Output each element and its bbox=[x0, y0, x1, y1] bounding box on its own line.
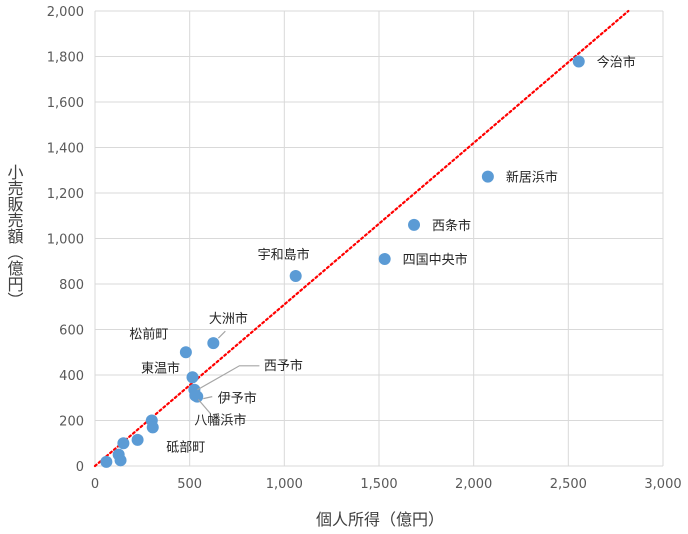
y-tick-label: 1,800 bbox=[47, 51, 84, 66]
data-label: 松前町 bbox=[129, 326, 168, 342]
data-label: 大洲市 bbox=[209, 311, 248, 327]
x-tick-label: 500 bbox=[177, 477, 202, 492]
data-label: 西予市 bbox=[264, 358, 303, 374]
y-tick-label: 1,200 bbox=[47, 187, 84, 202]
data-label: 西条市 bbox=[432, 218, 471, 234]
data-label: 伊予市 bbox=[218, 391, 257, 407]
y-tick-label: 600 bbox=[59, 324, 84, 339]
data-label: 新居浜市 bbox=[506, 170, 558, 186]
data-point bbox=[207, 337, 220, 350]
data-point bbox=[131, 433, 144, 446]
data-label: 八幡浜市 bbox=[194, 412, 246, 428]
y-tick-label: 1,600 bbox=[47, 96, 84, 111]
data-label: 今治市 bbox=[597, 55, 636, 71]
x-tick-label: 2,500 bbox=[550, 477, 587, 492]
y-axis-title: 小売販売額（億円） bbox=[5, 164, 24, 308]
data-point bbox=[189, 389, 202, 402]
data-point bbox=[481, 170, 494, 183]
data-label: 東温市 bbox=[141, 360, 180, 376]
y-tick-label: 0 bbox=[76, 460, 84, 475]
data-point bbox=[100, 455, 113, 468]
data-point bbox=[117, 437, 130, 450]
label-leader-lines bbox=[197, 330, 260, 414]
y-tick-label: 1,400 bbox=[47, 142, 84, 157]
data-point bbox=[572, 55, 585, 68]
leader-line bbox=[217, 330, 226, 339]
data-point bbox=[378, 252, 391, 265]
leader-line bbox=[197, 399, 211, 414]
x-tick-label: 1,000 bbox=[266, 477, 303, 492]
trendline bbox=[93, 9, 630, 468]
data-point bbox=[408, 218, 421, 231]
leader-line bbox=[203, 396, 213, 400]
data-points bbox=[100, 55, 585, 468]
y-tick-label: 1,000 bbox=[47, 233, 84, 248]
data-label: 宇和島市 bbox=[258, 247, 310, 263]
data-point bbox=[186, 371, 199, 384]
y-tick-label: 200 bbox=[59, 415, 84, 430]
x-tick-label: 1,500 bbox=[360, 477, 397, 492]
data-point bbox=[146, 421, 159, 434]
data-point bbox=[179, 346, 192, 359]
x-tick-label: 0 bbox=[91, 477, 99, 492]
y-tick-label: 2,000 bbox=[47, 5, 84, 20]
gridlines bbox=[94, 10, 664, 467]
data-label: 四国中央市 bbox=[403, 252, 468, 268]
y-tick-label: 800 bbox=[59, 278, 84, 293]
data-point bbox=[289, 270, 302, 283]
data-label: 砥部町 bbox=[166, 440, 205, 455]
x-tick-label: 3,000 bbox=[644, 477, 681, 492]
x-axis-title: 個人所得（億円） bbox=[316, 510, 444, 529]
data-point bbox=[114, 454, 127, 467]
x-tick-labels: 0 500 1,000 1,500 2,000 2,500 3,000 bbox=[91, 477, 682, 492]
y-tick-labels: 0 200 400 600 800 1,000 1,200 1,400 1,600 1,800 2,… bbox=[47, 5, 84, 475]
y-tick-label: 400 bbox=[59, 369, 84, 384]
x-tick-label: 2,000 bbox=[455, 477, 492, 492]
leader-line bbox=[197, 365, 260, 391]
